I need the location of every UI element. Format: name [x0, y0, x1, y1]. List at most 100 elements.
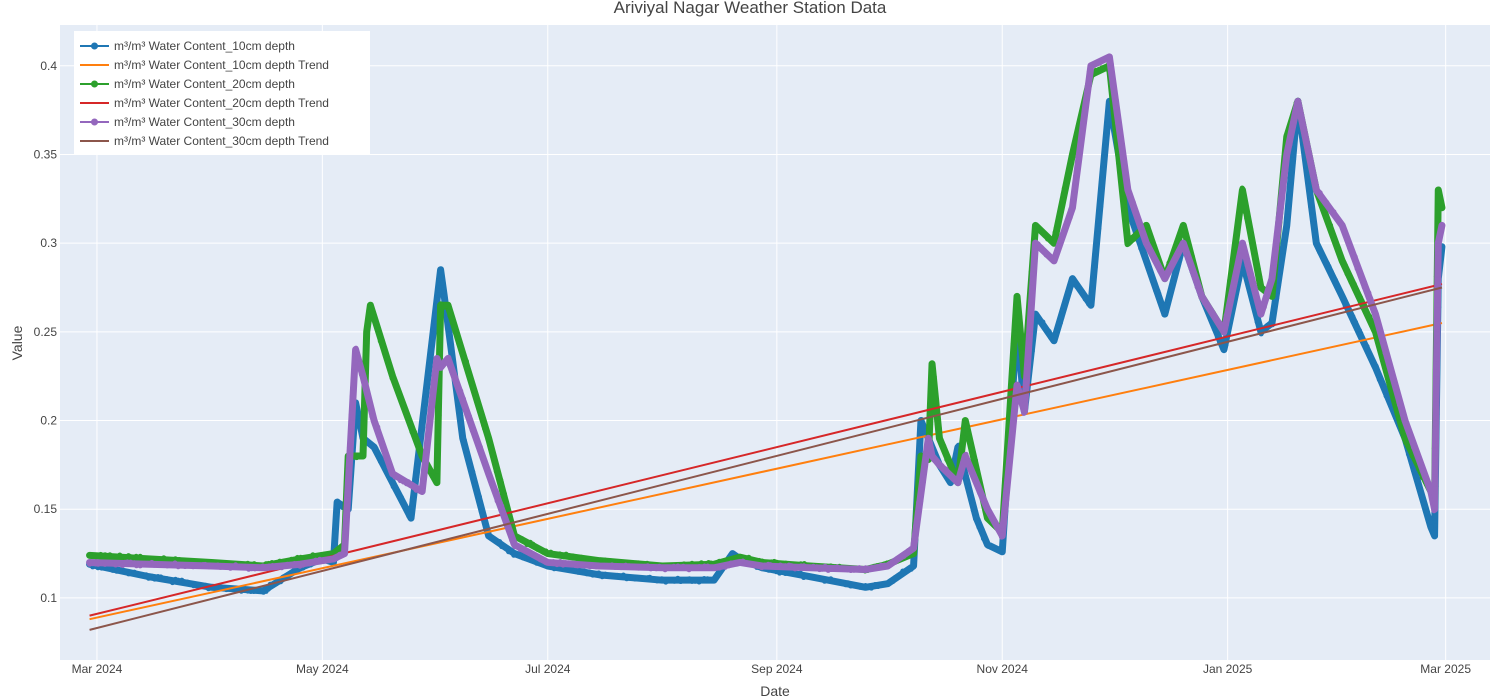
data-point: [1346, 241, 1353, 247]
data-point: [659, 564, 666, 571]
data-point: [1025, 353, 1031, 359]
data-point: [943, 452, 949, 458]
data-point: [1312, 233, 1319, 239]
data-point: [626, 575, 632, 581]
data-point: [1351, 281, 1357, 287]
data-point: [1230, 259, 1236, 265]
data-point: [133, 553, 139, 560]
data-point: [1244, 255, 1250, 262]
data-point: [214, 585, 220, 591]
data-point: [365, 391, 371, 397]
data-point: [1106, 53, 1113, 60]
data-point: [409, 423, 415, 429]
data-point: [508, 531, 514, 538]
data-point: [104, 560, 110, 566]
data-point: [492, 458, 498, 464]
data-point: [1012, 404, 1019, 410]
data-point: [1029, 308, 1035, 314]
data-point: [1076, 286, 1082, 292]
data-point: [306, 561, 312, 567]
data-point: [472, 433, 478, 439]
data-point: [1277, 215, 1283, 221]
legend-item[interactable]: m³/m³ Water Content_20cm depth Trend: [80, 96, 329, 110]
data-point: [1372, 364, 1379, 371]
data-point: [544, 550, 551, 557]
data-point: [773, 563, 780, 569]
data-point: [1433, 364, 1439, 370]
data-point: [1234, 230, 1241, 236]
data-point: [1002, 502, 1008, 508]
data-point: [361, 421, 367, 427]
data-point: [1232, 248, 1238, 254]
data-point: [355, 355, 361, 361]
data-point: [973, 515, 980, 522]
data-point: [1439, 222, 1445, 229]
data-point: [458, 345, 464, 351]
data-point: [1138, 224, 1144, 230]
data-point: [375, 424, 381, 430]
data-point: [1104, 121, 1111, 127]
data-point: [911, 557, 918, 564]
data-point: [1089, 295, 1095, 301]
data-point: [1413, 448, 1419, 454]
data-point: [421, 406, 427, 412]
data-point: [1042, 232, 1048, 238]
data-point: [1156, 293, 1162, 299]
data-point: [1032, 222, 1039, 229]
data-point: [1277, 209, 1283, 215]
data-point: [999, 540, 1006, 546]
y-tick-label: 0.25: [34, 325, 58, 339]
data-point: [1290, 160, 1296, 166]
data-point: [1437, 195, 1443, 201]
data-point: [1283, 151, 1290, 158]
data-point: [936, 431, 942, 437]
legend-item[interactable]: m³/m³ Water Content_30cm depth Trend: [80, 134, 329, 148]
data-point: [470, 469, 476, 475]
data-point: [334, 507, 340, 513]
data-point: [1435, 272, 1441, 278]
legend-item[interactable]: m³/m³ Water Content_30cm depth: [80, 115, 295, 129]
data-point: [1017, 318, 1023, 324]
data-point: [964, 478, 970, 484]
data-point: [1381, 385, 1388, 391]
data-point: [1279, 200, 1285, 207]
data-point: [223, 564, 230, 570]
data-point: [445, 302, 451, 309]
data-point: [1065, 175, 1071, 181]
data-point: [116, 560, 122, 567]
data-point: [145, 573, 152, 580]
data-point: [363, 328, 370, 335]
data-point: [1097, 201, 1103, 207]
data-point: [488, 446, 494, 452]
data-point: [1087, 302, 1094, 309]
legend-item[interactable]: m³/m³ Water Content_20cm depth: [80, 77, 295, 91]
data-point: [1193, 274, 1199, 280]
data-point: [1313, 240, 1320, 247]
legend-item[interactable]: m³/m³ Water Content_10cm depth: [80, 39, 295, 53]
data-point: [1024, 358, 1030, 364]
data-point: [1234, 226, 1240, 232]
data-point: [711, 577, 717, 584]
data-point: [1130, 199, 1136, 205]
data-point: [1031, 266, 1037, 272]
data-point: [964, 423, 970, 429]
data-point: [531, 543, 537, 549]
data-point: [411, 491, 417, 497]
data-point: [1392, 382, 1398, 388]
data-point: [1339, 257, 1346, 264]
data-point: [1247, 230, 1253, 236]
data-point: [1148, 235, 1154, 241]
data-point: [471, 388, 478, 394]
data-point: [1001, 513, 1008, 519]
series-6: [89, 286, 1443, 631]
data-point: [437, 302, 444, 309]
data-point: [927, 419, 934, 425]
data-point: [1021, 408, 1028, 415]
data-point: [1288, 170, 1294, 176]
data-point: [1027, 335, 1033, 341]
legend-item[interactable]: m³/m³ Water Content_10cm depth Trend: [80, 58, 329, 72]
data-point: [1257, 284, 1264, 291]
data-point: [777, 570, 783, 576]
data-point: [1196, 283, 1202, 289]
data-point: [1180, 222, 1187, 229]
